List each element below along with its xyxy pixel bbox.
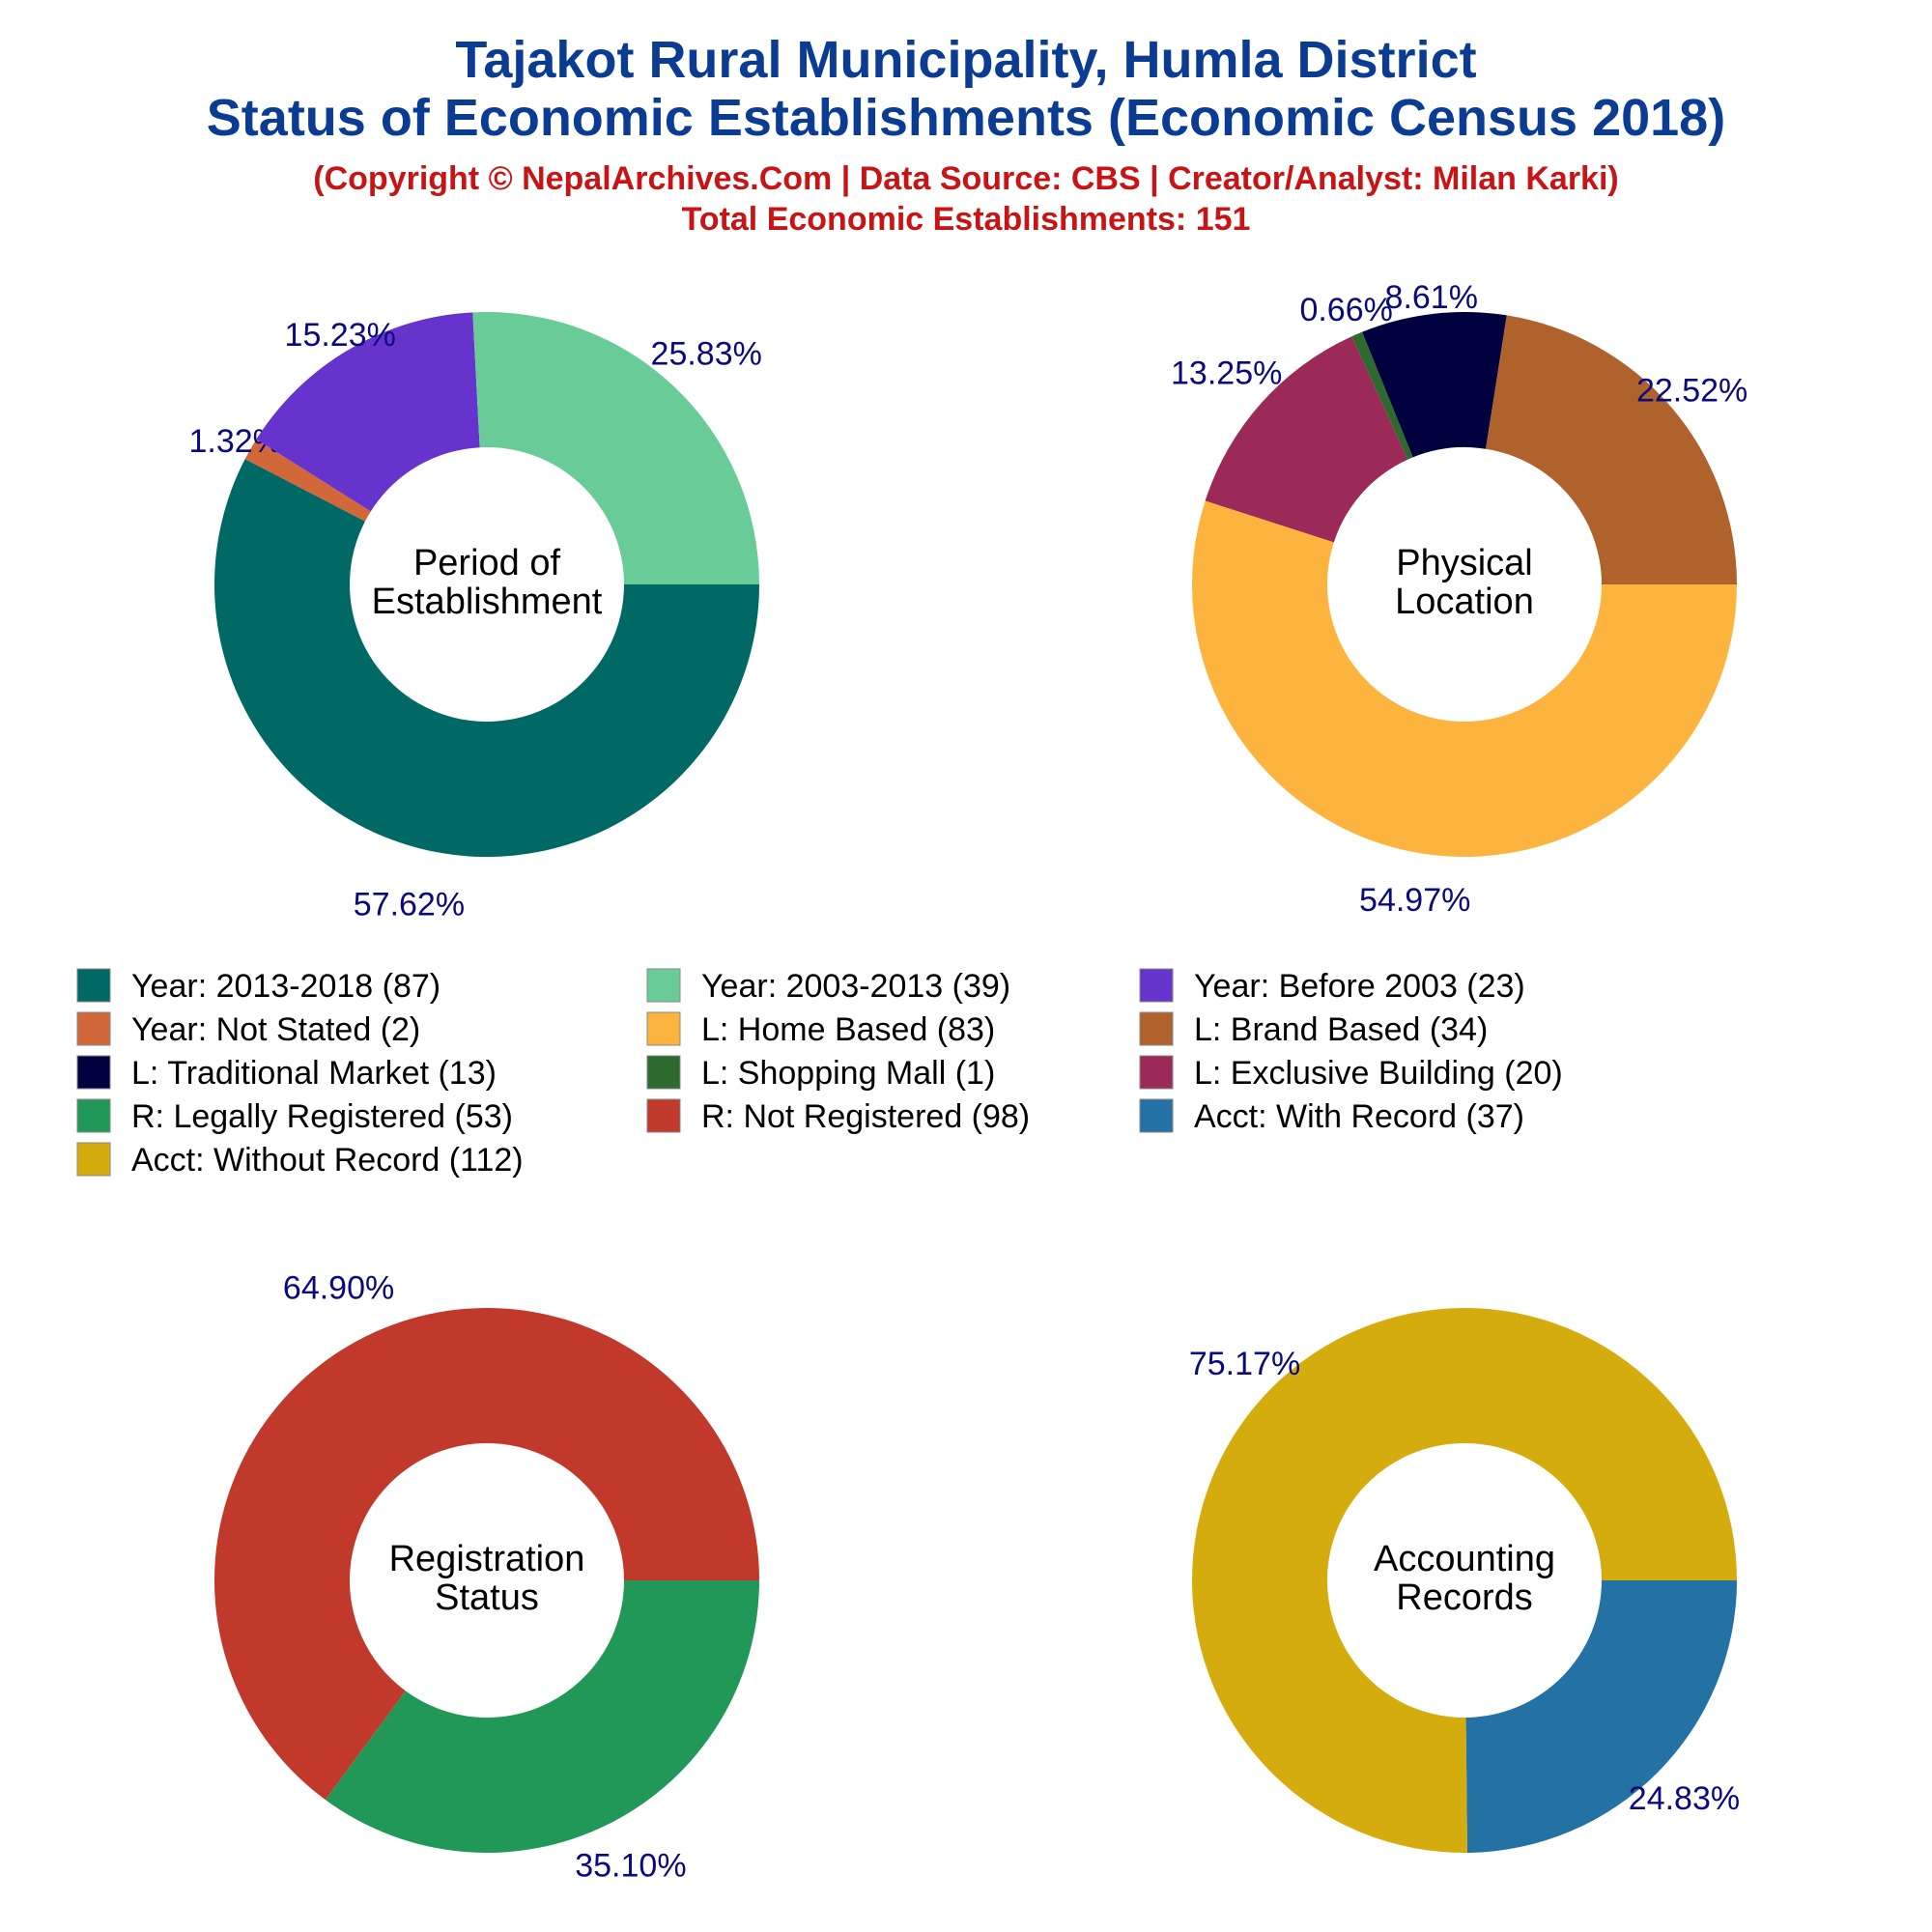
legend-label-9: L: Exclusive Building (20) — [1194, 1055, 1563, 1092]
legend-label-7: L: Traditional Market (13) — [131, 1055, 497, 1092]
donut-2-pct-label-5: 22.52% — [1636, 373, 1747, 410]
donut-1-center-label-line-1: Period of — [413, 543, 561, 583]
legend-swatch-13 — [76, 1142, 111, 1177]
donut-2-slice-3 — [1351, 331, 1413, 460]
legend-label-5: L: Home Based (83) — [701, 1011, 995, 1048]
donut-2-pct-label-4: 8.61% — [1385, 279, 1478, 316]
total-establishments: Total Economic Establishments: 151 — [682, 201, 1251, 238]
legend-swatch-8 — [646, 1055, 681, 1090]
legend-item-4: Year: Not Stated (2) — [76, 1011, 420, 1048]
legend-label-6: L: Brand Based (34) — [1194, 1011, 1488, 1048]
donut-3-center-label-line-2: Status — [435, 1577, 539, 1618]
donut-3-slice-1 — [325, 1580, 759, 1853]
donut-3-center-label-line-1: Registration — [389, 1539, 585, 1579]
legend-swatch-6 — [1139, 1011, 1174, 1046]
legend: Year: 2013-2018 (87) Year: 2003-2013 (39)… — [76, 968, 1563, 1179]
legend-label-10: R: Legally Registered (53) — [131, 1098, 513, 1135]
donut-4-slice-1 — [1465, 1580, 1737, 1853]
donut-2-slice-1 — [1192, 500, 1737, 857]
legend-swatch-10 — [76, 1098, 111, 1133]
donut-2-slice-2 — [1205, 336, 1408, 543]
donut-4-pct-label-2: 75.17% — [1189, 1346, 1300, 1382]
donut-1-pct-label-4: 25.83% — [651, 336, 762, 373]
legend-swatch-5 — [646, 1011, 681, 1046]
legend-label-12: Acct: With Record (37) — [1194, 1098, 1524, 1135]
donut-3-slice-2 — [214, 1307, 760, 1801]
donut-1-slice-1 — [214, 459, 760, 857]
donut-4-center-label-line-2: Records — [1396, 1577, 1533, 1618]
legend-label-1: Year: 2013-2018 (87) — [131, 968, 440, 1005]
donut-4-center-label-line-1: Accounting — [1374, 1539, 1555, 1579]
legend-label-4: Year: Not Stated (2) — [131, 1011, 420, 1048]
chart-title-line1: Tajakot Rural Municipality, Humla Distri… — [455, 31, 1476, 89]
legend-item-1: Year: 2013-2018 (87) — [76, 968, 440, 1005]
donut-4-slice-2 — [1192, 1307, 1737, 1854]
legend-item-5: L: Home Based (83) — [646, 1011, 995, 1048]
legend-swatch-11 — [646, 1098, 681, 1133]
legend-item-7: L: Traditional Market (13) — [76, 1055, 497, 1092]
donut-1-slice-2 — [244, 439, 371, 522]
legend-label-8: L: Shopping Mall (1) — [701, 1055, 995, 1092]
copyright-text: (Copyright © NepalArchives.Com | Data So… — [313, 160, 1618, 197]
legend-label-2: Year: 2003-2013 (39) — [701, 968, 1010, 1005]
legend-item-9: L: Exclusive Building (20) — [1139, 1055, 1563, 1092]
legend-label-11: R: Not Registered (98) — [701, 1098, 1030, 1135]
legend-swatch-2 — [646, 968, 681, 1003]
donut-1-center-label-line-2: Establishment — [372, 582, 603, 622]
legend-item-13: Acct: Without Record (112) — [76, 1142, 524, 1179]
legend-swatch-4 — [76, 1011, 111, 1046]
chart-title-line2: Status of Economic Establishments (Econo… — [207, 89, 1725, 147]
legend-item-8: L: Shopping Mall (1) — [646, 1055, 995, 1092]
donut-3-pct-label-2: 64.90% — [283, 1270, 394, 1307]
donut-charts: 57.62%1.32%15.23%25.83%Period ofEstablis… — [188, 279, 1747, 1885]
donut-2-pct-label-3: 0.66% — [1299, 292, 1392, 328]
legend-swatch-7 — [76, 1055, 111, 1090]
donut-chart-2: 54.97% 13.25% 0.66%8.61% 22.52% PhysicalLoca… — [1171, 279, 1747, 919]
legend-swatch-3 — [1139, 968, 1174, 1003]
legend-swatch-12 — [1139, 1098, 1174, 1133]
legend-item-10: R: Legally Registered (53) — [76, 1098, 513, 1135]
legend-item-11: R: Not Registered (98) — [646, 1098, 1030, 1135]
donut-2-center-label-line-1: Physical — [1396, 543, 1533, 583]
donut-4-pct-label-1: 24.83% — [1629, 1780, 1740, 1817]
donut-1-pct-label-3: 15.23% — [285, 317, 396, 354]
donut-2-slice-5 — [1486, 315, 1737, 584]
donut-1-slice-3 — [256, 312, 480, 512]
legend-item-3: Year: Before 2003 (23) — [1139, 968, 1525, 1005]
legend-item-6: L: Brand Based (34) — [1139, 1011, 1488, 1048]
donut-1-slice-4 — [472, 312, 759, 584]
legend-swatch-1 — [76, 968, 111, 1003]
legend-swatch-9 — [1139, 1055, 1174, 1090]
donut-2-pct-label-1: 54.97% — [1359, 882, 1470, 919]
donut-1-pct-label-1: 57.62% — [354, 886, 465, 923]
donut-2-pct-label-2: 13.25% — [1171, 355, 1282, 391]
legend-item-2: Year: 2003-2013 (39) — [646, 968, 1010, 1005]
legend-label-3: Year: Before 2003 (23) — [1194, 968, 1525, 1005]
legend-item-12: Acct: With Record (37) — [1139, 1098, 1524, 1135]
donut-2-center-label-line-2: Location — [1395, 582, 1534, 622]
donut-chart-1: 57.62%1.32%15.23%25.83%Period ofEstablis… — [188, 312, 762, 923]
donut-3-pct-label-1: 35.10% — [575, 1847, 686, 1884]
legend-label-13: Acct: Without Record (112) — [131, 1142, 524, 1179]
donut-2-slice-4 — [1362, 312, 1507, 458]
